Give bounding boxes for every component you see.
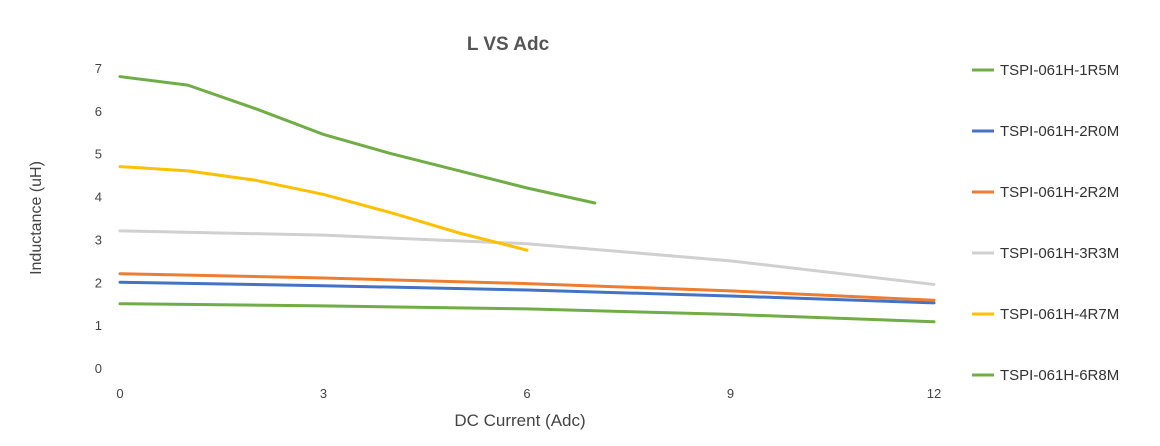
legend-label: TSPI-061H-2R2M bbox=[1000, 184, 1119, 201]
x-tick-label: 6 bbox=[523, 386, 530, 401]
x-tick-label: 3 bbox=[320, 386, 327, 401]
chart-title: L VS Adc bbox=[467, 34, 550, 55]
legend-label: TSPI-061H-6R8M bbox=[1000, 367, 1119, 384]
y-axis-label: Inductance (uH) bbox=[28, 161, 45, 275]
series-line-tspi-061h-1r5m bbox=[118, 302, 936, 324]
legend-entry: TSPI-061H-3R3M bbox=[972, 245, 1119, 262]
legend-entry: TSPI-061H-2R0M bbox=[972, 123, 1119, 140]
y-tick-label: 6 bbox=[95, 104, 102, 119]
x-tick-label: 12 bbox=[927, 386, 941, 401]
legend-label: TSPI-061H-3R3M bbox=[1000, 245, 1119, 262]
series-line-tspi-061h-3r3m bbox=[118, 229, 936, 286]
x-tick-label: 9 bbox=[727, 386, 734, 401]
y-tick-label: 0 bbox=[95, 361, 102, 376]
series-line-tspi-061h-2r2m bbox=[118, 272, 936, 302]
y-tick-label: 1 bbox=[95, 318, 102, 333]
y-tick-label: 3 bbox=[95, 232, 102, 247]
series-line-tspi-061h-6r8m bbox=[118, 75, 597, 205]
legend-entry: TSPI-061H-6R8M bbox=[972, 367, 1119, 384]
legend-entry: TSPI-061H-4R7M bbox=[972, 306, 1119, 323]
y-tick-label: 7 bbox=[95, 61, 102, 76]
legend: TSPI-061H-1R5M TSPI-061H-2R0M TSPI-061H-2R… bbox=[972, 62, 1119, 384]
legend-entry: TSPI-061H-1R5M bbox=[972, 62, 1119, 79]
x-tick-label: 0 bbox=[116, 386, 123, 401]
legend-label: TSPI-061H-1R5M bbox=[1000, 62, 1119, 79]
x-axis-label: DC Current (Adc) bbox=[454, 411, 585, 430]
y-tick-label: 5 bbox=[95, 147, 102, 162]
series-line-tspi-061h-2r0m bbox=[118, 280, 936, 305]
y-tick-label: 2 bbox=[95, 275, 102, 290]
legend-label: TSPI-061H-2R0M bbox=[1000, 123, 1119, 140]
legend-label: TSPI-061H-4R7M bbox=[1000, 306, 1119, 323]
series-line-tspi-061h-4r7m bbox=[118, 165, 529, 252]
legend-entry: TSPI-061H-2R2M bbox=[972, 184, 1119, 201]
y-tick-label: 4 bbox=[95, 190, 102, 205]
